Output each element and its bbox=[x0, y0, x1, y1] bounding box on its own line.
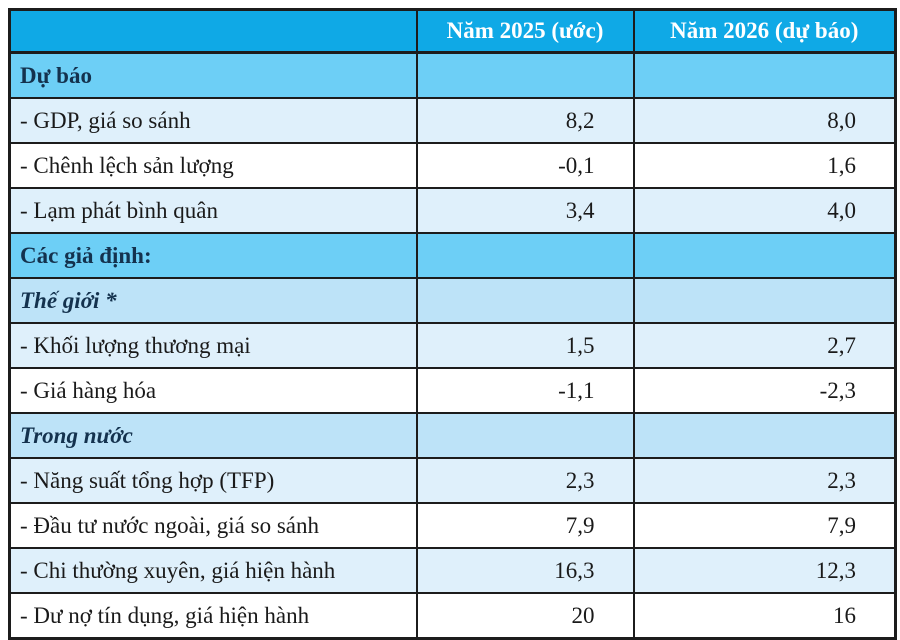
table-row: - Khối lượng thương mại 1,5 2,7 bbox=[8, 322, 897, 369]
row-value-2026: 4,0 bbox=[632, 187, 897, 234]
row-value-2026: 8,0 bbox=[632, 97, 897, 144]
forecast-table: Năm 2025 (ước) Năm 2026 (dự báo) Dự báo … bbox=[8, 8, 897, 640]
table-row: Trong nước bbox=[8, 412, 897, 459]
table-row: - Giá hàng hóa -1,1 -2,3 bbox=[8, 367, 897, 414]
row-value-2026: 12,3 bbox=[632, 547, 897, 594]
row-label: - Khối lượng thương mại bbox=[8, 322, 418, 369]
table-row: Dự báo bbox=[8, 51, 897, 99]
header-year-2026: Năm 2026 (dự báo) bbox=[632, 8, 897, 54]
row-value-2026: 2,7 bbox=[632, 322, 897, 369]
row-value-2026: -2,3 bbox=[632, 367, 897, 414]
row-label: - Năng suất tổng hợp (TFP) bbox=[8, 457, 418, 504]
row-label: - Đầu tư nước ngoài, giá so sánh bbox=[8, 502, 418, 549]
row-value-2025: 7,9 bbox=[415, 502, 635, 549]
row-value-2025: 1,5 bbox=[415, 322, 635, 369]
header-row: Năm 2025 (ước) Năm 2026 (dự báo) bbox=[8, 8, 897, 54]
row-value-2025 bbox=[415, 51, 635, 99]
row-value-2025: 3,4 bbox=[415, 187, 635, 234]
row-label: - Lạm phát bình quân bbox=[8, 187, 418, 234]
row-value-2025: 20 bbox=[415, 592, 635, 640]
table-row: - Dư nợ tín dụng, giá hiện hành 20 16 bbox=[8, 592, 897, 640]
row-label: - Chi thường xuyên, giá hiện hành bbox=[8, 547, 418, 594]
table-row: - Chi thường xuyên, giá hiện hành 16,3 1… bbox=[8, 547, 897, 594]
row-value-2025 bbox=[415, 232, 635, 279]
row-value-2026 bbox=[632, 232, 897, 279]
row-value-2025: 8,2 bbox=[415, 97, 635, 144]
row-label: - GDP, giá so sánh bbox=[8, 97, 418, 144]
row-value-2025: -0,1 bbox=[415, 142, 635, 189]
table-body: Dự báo - GDP, giá so sánh 8,2 8,0 - Chên… bbox=[8, 51, 897, 640]
row-value-2025 bbox=[415, 412, 635, 459]
row-value-2025: 16,3 bbox=[415, 547, 635, 594]
row-value-2026: 16 bbox=[632, 592, 897, 640]
row-label: - Dư nợ tín dụng, giá hiện hành bbox=[8, 592, 418, 640]
header-empty-cell bbox=[8, 8, 418, 54]
row-label: Các giả định: bbox=[8, 232, 418, 279]
row-value-2026: 2,3 bbox=[632, 457, 897, 504]
row-value-2025: 2,3 bbox=[415, 457, 635, 504]
row-value-2025 bbox=[415, 277, 635, 324]
row-label: - Giá hàng hóa bbox=[8, 367, 418, 414]
row-value-2025: -1,1 bbox=[415, 367, 635, 414]
table-row: - GDP, giá so sánh 8,2 8,0 bbox=[8, 97, 897, 144]
table-row: Các giả định: bbox=[8, 232, 897, 279]
table-row: - Lạm phát bình quân 3,4 4,0 bbox=[8, 187, 897, 234]
table-row: - Năng suất tổng hợp (TFP) 2,3 2,3 bbox=[8, 457, 897, 504]
table-row: - Đầu tư nước ngoài, giá so sánh 7,9 7,9 bbox=[8, 502, 897, 549]
header-year-2025: Năm 2025 (ước) bbox=[415, 8, 635, 54]
row-value-2026: 7,9 bbox=[632, 502, 897, 549]
table-row: Thế giới * bbox=[8, 277, 897, 324]
row-label: Trong nước bbox=[8, 412, 418, 459]
row-label: - Chênh lệch sản lượng bbox=[8, 142, 418, 189]
table-row: - Chênh lệch sản lượng -0,1 1,6 bbox=[8, 142, 897, 189]
row-value-2026: 1,6 bbox=[632, 142, 897, 189]
row-value-2026 bbox=[632, 412, 897, 459]
row-label: Thế giới * bbox=[8, 277, 418, 324]
row-value-2026 bbox=[632, 277, 897, 324]
row-value-2026 bbox=[632, 51, 897, 99]
row-label: Dự báo bbox=[8, 51, 418, 99]
